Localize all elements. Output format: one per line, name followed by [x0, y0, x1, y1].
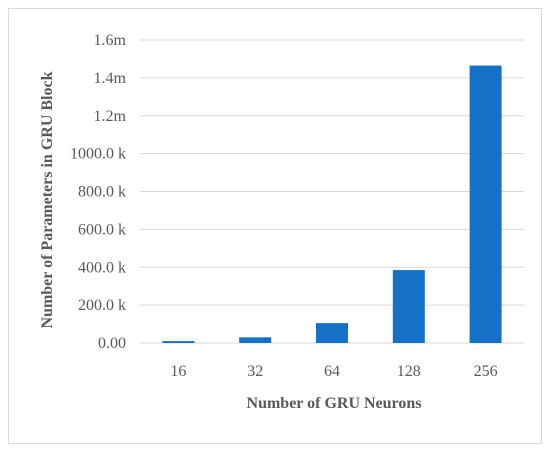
y-tick-label: 1.2m	[94, 108, 127, 125]
x-axis-title: Number of GRU Neurons	[247, 395, 422, 412]
bar-128	[392, 270, 425, 343]
bars	[162, 65, 502, 344]
x-tick-label: 256	[474, 363, 498, 380]
y-tick-label: 600.0 k	[78, 221, 126, 238]
chart-frame	[8, 8, 542, 444]
x-tick-label: 128	[397, 363, 421, 380]
y-tick-labels: 0.00 200.0 k 400.0 k 600.0 k 800.0 k 1000.0 k…	[70, 32, 127, 352]
grid-lines	[140, 39, 524, 344]
y-tick-label: 200.0 k	[78, 297, 126, 314]
y-tick-label: 1.6m	[94, 32, 127, 49]
y-axis-title: Number of Parameters in GRU Block	[39, 71, 56, 328]
y-tick-label: 400.0 k	[78, 259, 126, 276]
y-tick-label: 0.00	[98, 335, 126, 352]
x-tick-label: 32	[247, 363, 263, 380]
bar-32	[239, 337, 272, 343]
y-tick-label: 1.4m	[94, 70, 127, 87]
x-tick-labels: 16 32 64 128 256	[170, 363, 497, 380]
x-tick-label: 64	[324, 363, 340, 380]
y-tick-label: 800.0 k	[78, 184, 126, 201]
x-tick-label: 16	[170, 363, 186, 380]
y-tick-label: 1000.0 k	[70, 146, 126, 163]
bar-16	[162, 341, 195, 343]
bar-64	[316, 323, 348, 343]
bar-256	[469, 65, 502, 344]
